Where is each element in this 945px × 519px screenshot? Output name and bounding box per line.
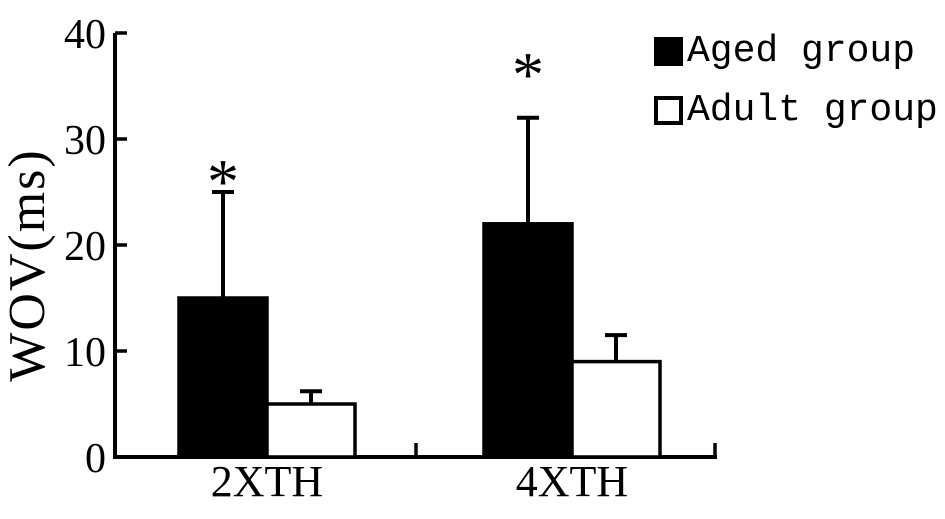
y-tick-label-20: 20 [64,224,106,270]
bar-adult-group-4xth [570,359,662,459]
legend-swatch-aged-group-icon [654,36,683,66]
significance-star-4xth: * [512,39,544,110]
significance-star-2xth: * [207,146,239,217]
y-tick-label-0: 0 [85,436,106,482]
y-tick-label-30: 30 [64,118,106,164]
legend: Aged group Adult group [654,30,938,154]
y-tick-label-40: 40 [64,12,106,58]
bar-adult-group-2xth [265,402,357,459]
legend-swatch-adult-group-icon [654,95,683,125]
y-axis-title: WOV(ms) [0,148,56,382]
x-category-label-2xth: 2XTH [211,457,323,506]
legend-item-aged-group: Aged group [654,30,938,73]
x-category-label-4xth: 4XTH [516,457,628,506]
legend-item-adult-group: Adult group [654,89,938,132]
legend-label-aged-group: Aged group [687,29,916,73]
y-tick-label-10: 10 [64,330,106,376]
bar-aged-group-2xth [177,296,269,459]
bar-aged-group-4xth [482,222,574,459]
legend-label-adult-group: Adult group [687,88,938,132]
